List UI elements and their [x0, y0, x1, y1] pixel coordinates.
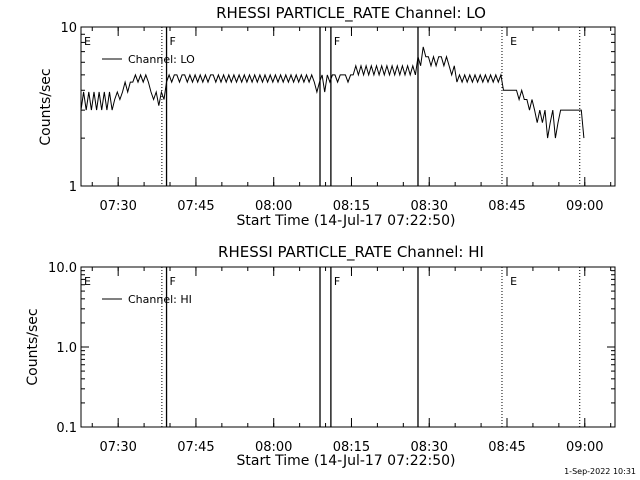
flag-label: F — [334, 35, 340, 48]
y-tick-label: 10 — [60, 21, 77, 36]
chart-title: RHESSI PARTICLE_RATE Channel: LO — [216, 4, 486, 23]
lo-channel-panel: RHESSI PARTICLE_RATE Channel: LO Counts/… — [38, 4, 616, 229]
x-tick-label: 08:00 — [255, 440, 292, 455]
x-tick-label: 07:30 — [99, 440, 136, 455]
hi-channel-panel: RHESSI PARTICLE_RATE Channel: HI Counts/… — [25, 243, 616, 469]
flag-label: E — [510, 275, 517, 288]
flag-label: E — [84, 35, 91, 48]
y-tick-label: 1 — [69, 180, 77, 195]
flag-label: F — [170, 35, 176, 48]
y-axis-label: Counts/sec — [25, 308, 41, 385]
x-axis-label: Start Time (14-Jul-17 07:22:50) — [236, 213, 455, 229]
y-tick-label: 0.1 — [56, 421, 77, 436]
plot-frame — [80, 266, 616, 428]
flag-label: E — [510, 35, 517, 48]
series-line — [80, 46, 585, 139]
x-tick-label: 07:45 — [177, 440, 214, 455]
x-tick-label: 09:00 — [566, 440, 603, 455]
x-tick-label: 07:30 — [99, 199, 136, 214]
legend-label: Channel: HI — [128, 293, 192, 306]
x-tick-label: 08:45 — [488, 199, 525, 214]
chart-title: RHESSI PARTICLE_RATE Channel: HI — [218, 243, 484, 262]
x-tick-label: 08:15 — [333, 440, 370, 455]
y-tick-label: 10.0 — [48, 261, 77, 276]
x-tick-label: 09:00 — [566, 199, 603, 214]
x-tick-label: 08:15 — [333, 199, 370, 214]
y-axis-label: Counts/sec — [38, 68, 54, 145]
x-tick-label: 08:30 — [411, 440, 448, 455]
x-tick-label: 08:00 — [255, 199, 292, 214]
legend-label: Channel: LO — [128, 53, 195, 66]
y-tick-label: 1.0 — [56, 341, 77, 356]
flag-label: F — [334, 275, 340, 288]
footer-timestamp: 1-Sep-2022 10:31 — [564, 467, 636, 476]
x-tick-label: 07:45 — [177, 199, 214, 214]
x-axis-label: Start Time (14-Jul-17 07:22:50) — [236, 453, 455, 469]
x-tick-label: 08:30 — [411, 199, 448, 214]
plot-frame — [80, 26, 616, 187]
flag-label: F — [170, 275, 176, 288]
flag-label: E — [84, 275, 91, 288]
x-tick-label: 08:45 — [488, 440, 525, 455]
